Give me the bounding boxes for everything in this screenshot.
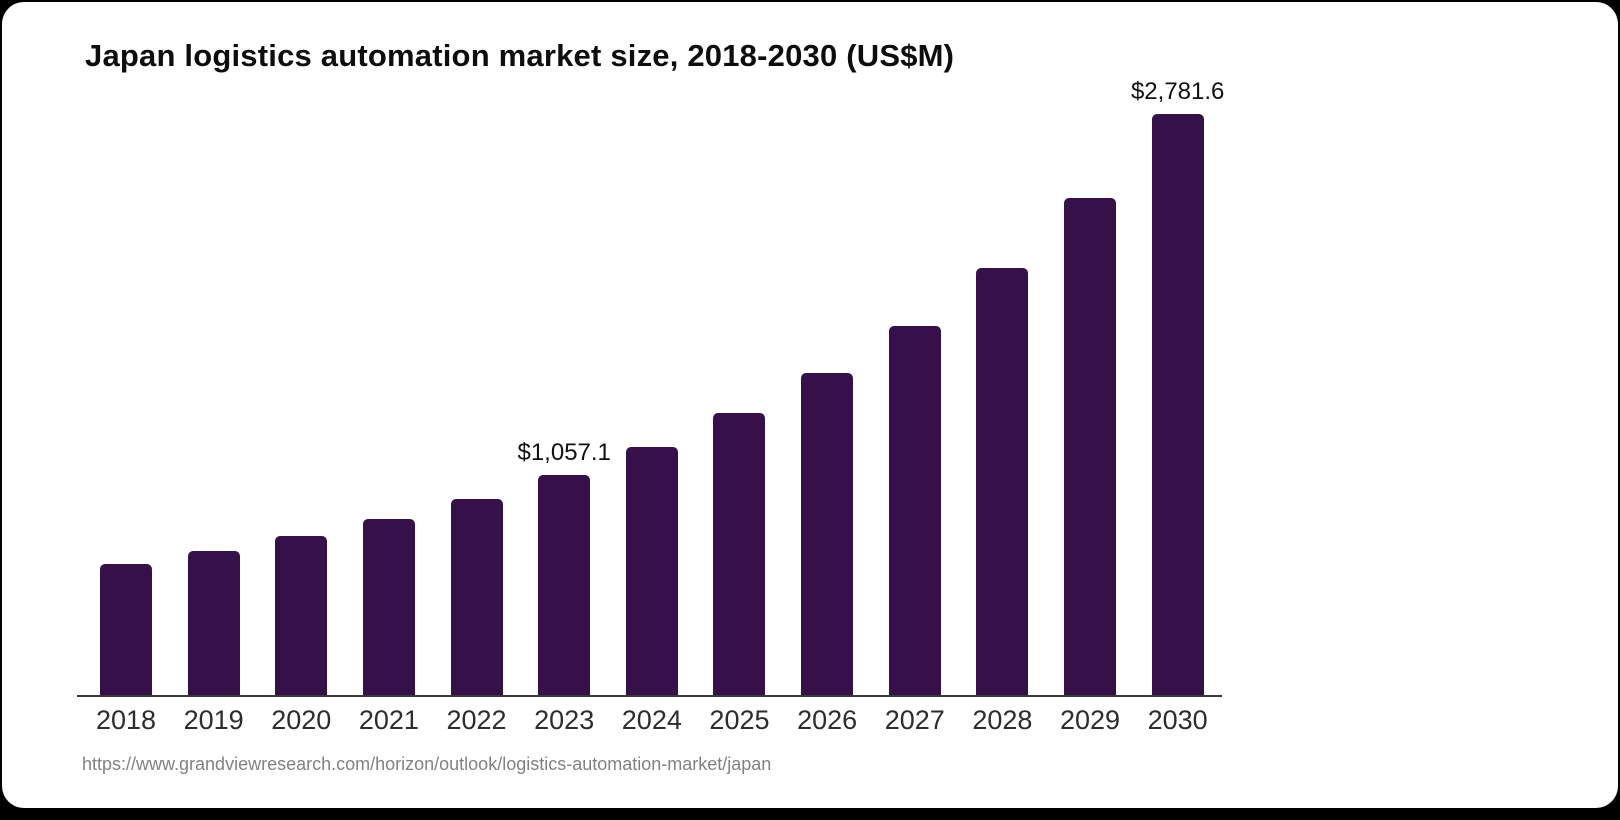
x-tick-2026: 2026	[797, 705, 858, 735]
bar-2026	[801, 372, 854, 696]
bar-2018	[100, 563, 152, 696]
x-tick-2027: 2027	[884, 705, 945, 735]
x-tick-2029: 2029	[1059, 705, 1121, 735]
plot-area: $1,057.1 $2,781.6	[77, 78, 1224, 696]
source-url: https://www.grandviewresearch.com/horizo…	[82, 754, 772, 774]
x-tick-2028: 2028	[972, 705, 1033, 735]
bar-2027	[888, 325, 941, 696]
x-tick-2019: 2019	[183, 705, 244, 735]
x-tick-2022: 2022	[446, 705, 507, 735]
bar-2021	[362, 519, 415, 696]
x-tick-2018: 2018	[95, 705, 157, 735]
x-tick-2030: 2030	[1147, 705, 1208, 735]
value-label-2030: $2,781.6	[1130, 78, 1225, 105]
bar-2030	[1151, 114, 1204, 696]
bar-2023	[538, 474, 591, 696]
value-label-2023: $1,057.1	[517, 438, 611, 466]
bar-2019	[187, 551, 240, 696]
x-axis-line	[77, 694, 1222, 697]
x-tick-2025: 2025	[709, 705, 770, 735]
bar-2022	[450, 498, 503, 696]
x-tick-2023: 2023	[534, 705, 595, 735]
chart-title: Japan logistics automation market size, …	[85, 38, 955, 73]
bar-2029	[1064, 197, 1117, 696]
x-tick-2024: 2024	[621, 705, 682, 735]
bar-2025	[713, 413, 766, 696]
bar-2028	[976, 267, 1029, 696]
x-tick-2021: 2021	[358, 705, 419, 735]
x-tick-2020: 2020	[271, 705, 332, 735]
bar-2024	[625, 446, 678, 696]
bar-2020	[275, 536, 328, 696]
